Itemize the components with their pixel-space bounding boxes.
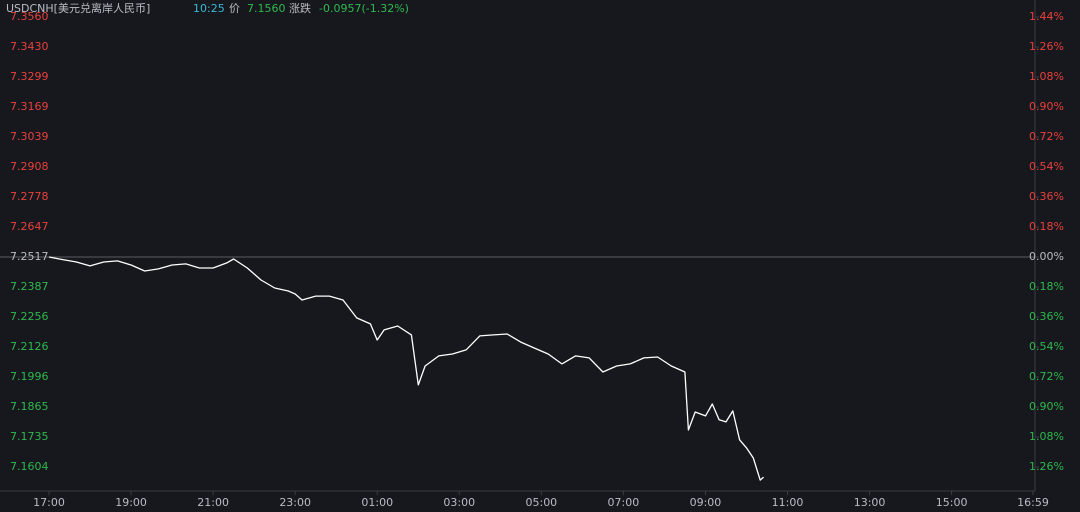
- y2-tick-label: 0.54%: [1029, 160, 1064, 173]
- y-tick-label: 7.1865: [10, 400, 49, 413]
- price-line: [48, 256, 765, 481]
- y-tick-label: 7.2387: [10, 280, 49, 293]
- y-tick-label: 7.1604: [10, 460, 49, 473]
- y-tick-label: 7.2908: [10, 160, 49, 173]
- y2-tick-label: 0.18%: [1029, 220, 1064, 233]
- change: -0.0957(-1.32%): [319, 2, 409, 15]
- y2-tick-label: 1.26%: [1029, 460, 1064, 473]
- x-tick-label: 15:00: [936, 496, 968, 509]
- y-tick-label: 7.2256: [10, 310, 49, 323]
- y-tick-label: 7.3169: [10, 100, 49, 113]
- y-tick-label: 7.2517: [10, 250, 49, 263]
- y-tick-label: 7.3039: [10, 130, 49, 143]
- x-tick-label: 19:00: [115, 496, 147, 509]
- y-tick-label: 7.1735: [10, 430, 49, 443]
- y-tick-label: 7.2126: [10, 340, 49, 353]
- x-tick-label: 13:00: [854, 496, 886, 509]
- change-label: 涨跌: [289, 1, 311, 15]
- price: 7.1560: [247, 2, 286, 15]
- y2-tick-label: 1.26%: [1029, 40, 1064, 53]
- x-tick-label: 09:00: [690, 496, 722, 509]
- y2-tick-label: 1.08%: [1029, 430, 1064, 443]
- y2-tick-label: 0.90%: [1029, 400, 1064, 413]
- y-tick-label: 7.2647: [10, 220, 49, 233]
- x-tick-label: 16:59: [1017, 496, 1049, 509]
- x-tick-label: 01:00: [361, 496, 393, 509]
- x-tick-label: 07:00: [608, 496, 640, 509]
- y-tick-label: 7.3430: [10, 40, 49, 53]
- x-tick-label: 03:00: [443, 496, 475, 509]
- y2-tick-label: 0.36%: [1029, 190, 1064, 203]
- y2-tick-label: 1.08%: [1029, 70, 1064, 83]
- x-tick-label: 05:00: [525, 496, 557, 509]
- y2-tick-label: 1.44%: [1029, 10, 1064, 23]
- time: 10:25: [193, 2, 225, 15]
- x-tick-label: 21:00: [197, 496, 229, 509]
- x-tick-label: 17:00: [33, 496, 65, 509]
- y-tick-label: 7.3560: [10, 10, 49, 23]
- y2-tick-label: 0.72%: [1029, 370, 1064, 383]
- y2-tick-label: 0.36%: [1029, 310, 1064, 323]
- price-label: 价: [229, 2, 240, 15]
- x-tick-label: 11:00: [772, 496, 804, 509]
- y-tick-label: 7.3299: [10, 70, 49, 83]
- y2-tick-label: 0.90%: [1029, 100, 1064, 113]
- symbol: USDCNH[美元兑离岸人民币]: [6, 1, 150, 15]
- y2-tick-label: 0.54%: [1029, 340, 1064, 353]
- y2-tick-label: 0.00%: [1029, 250, 1064, 263]
- y2-tick-label: 0.72%: [1029, 130, 1064, 143]
- y-tick-label: 7.1996: [10, 370, 49, 383]
- y2-tick-label: 0.18%: [1029, 280, 1064, 293]
- y-tick-label: 7.2778: [10, 190, 49, 203]
- x-tick-label: 23:00: [279, 496, 311, 509]
